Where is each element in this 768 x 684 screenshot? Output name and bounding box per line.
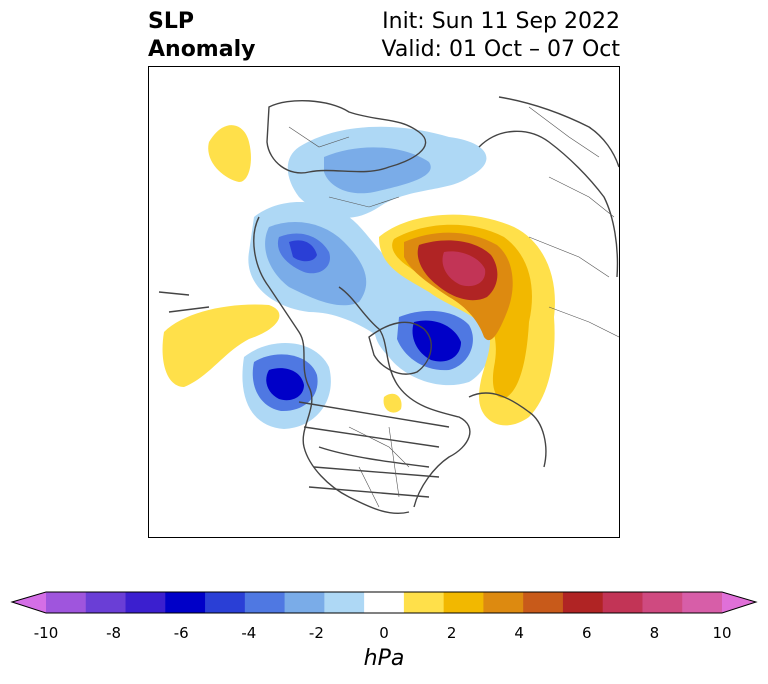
colorbar-outline (10, 591, 758, 614)
init-date: Init: Sun 11 Sep 2022 (382, 9, 620, 34)
colorbar-segment (403, 592, 445, 613)
colorbar-segment (682, 592, 723, 613)
colorbar-tick-label: 6 (582, 624, 592, 642)
colorbar-tick-label: 2 (446, 624, 457, 642)
colorbar-segment (46, 592, 87, 613)
colorbar-tick-label: 10 (712, 624, 732, 642)
colorbar-segment (244, 592, 286, 613)
colorbar-segment (364, 592, 405, 613)
map-title-right: Init: Sun 11 Sep 2022 Valid: 01 Oct – 07… (382, 8, 620, 64)
anomaly-map (148, 66, 620, 538)
anomaly-yellow-west (162, 304, 280, 387)
colorbar-tick-label: -2 (308, 624, 324, 642)
colorbar-segment (523, 592, 564, 613)
colorbar-unit: hPa (363, 646, 405, 671)
colorbar-segment (85, 592, 127, 613)
colorbar (10, 591, 758, 614)
valid-range: Valid: 01 Oct – 07 Oct (381, 37, 620, 62)
colorbar-tick-label: -10 (33, 624, 59, 642)
anomaly-yellow-hudson (383, 393, 402, 413)
colorbar-segment (602, 592, 643, 613)
colorbar-tick-label: 4 (514, 624, 524, 642)
anomaly-yellow-nw (208, 125, 251, 182)
anomaly-blue-west-core2 (289, 240, 317, 262)
colorbar-tick-label: 0 (379, 624, 389, 642)
map-title-left: SLP Anomaly (148, 8, 255, 64)
colorbar-segment (205, 592, 246, 613)
title-variable-type: Anomaly (148, 37, 256, 62)
colorbar-segment (165, 592, 206, 613)
anomaly-blue-east-core (412, 320, 461, 362)
anomaly-warm-core (442, 251, 486, 287)
colorbar-segment (443, 592, 484, 613)
colorbar-segment (125, 592, 166, 613)
colorbar-tick-label: -8 (106, 624, 122, 642)
political-borders (288, 106, 619, 508)
colorbar-tick-label: -4 (241, 624, 257, 642)
colorbar-segment (284, 592, 325, 613)
colorbar-tick-label: 8 (649, 624, 660, 642)
colorbar-segment (642, 592, 683, 613)
colorbar-extend-high (722, 592, 756, 613)
colorbar-segment (483, 592, 524, 613)
coastlines (158, 96, 619, 514)
anomaly-blue-pacific-core (266, 368, 304, 401)
colorbar-extend-low (12, 592, 46, 613)
colorbar-segment (324, 592, 365, 613)
map-canvas (158, 96, 619, 514)
title-variable: SLP (148, 9, 194, 34)
colorbar-tick-label: -6 (173, 624, 189, 642)
colorbar-segment (562, 592, 604, 613)
